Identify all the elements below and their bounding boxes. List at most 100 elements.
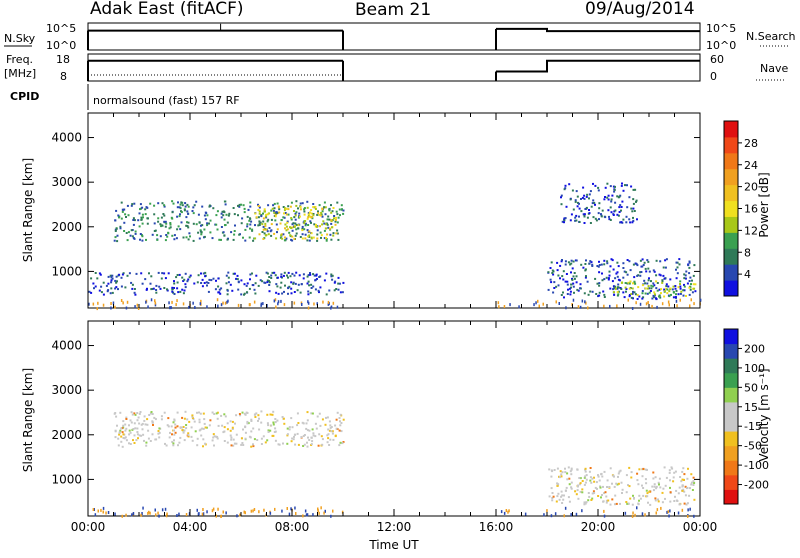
data-cell — [186, 225, 189, 227]
data-cell — [129, 419, 132, 422]
data-cell — [327, 226, 330, 229]
freq-label-line1: Freq. — [6, 53, 33, 66]
data-cell — [90, 291, 93, 294]
data-cell — [337, 282, 340, 285]
data-cell — [328, 227, 331, 230]
data-cell — [232, 207, 235, 209]
data-cell — [605, 501, 608, 504]
data-cell — [560, 196, 562, 199]
data-cell — [316, 233, 319, 236]
data-cell — [169, 223, 172, 226]
data-cell — [325, 239, 328, 242]
data-cell — [115, 209, 118, 212]
data-cell — [144, 208, 147, 211]
data-cell — [607, 499, 610, 502]
data-cell — [612, 285, 615, 288]
data-cell — [188, 305, 190, 309]
data-cell — [295, 223, 298, 226]
data-cell — [566, 283, 569, 286]
data-cell — [154, 301, 157, 305]
data-cell — [642, 494, 645, 497]
data-cell — [325, 227, 328, 230]
data-cell — [660, 288, 663, 291]
data-cell — [564, 471, 567, 474]
data-cell — [688, 280, 691, 282]
data-cell — [603, 296, 606, 298]
data-cell — [312, 432, 315, 435]
data-cell — [145, 206, 148, 209]
data-cell — [303, 210, 306, 213]
data-cell — [584, 481, 587, 484]
data-cell — [509, 303, 511, 307]
data-cell — [260, 215, 263, 218]
data-cell — [204, 275, 207, 278]
data-cell — [560, 473, 563, 476]
data-cell — [264, 215, 267, 218]
data-cell — [590, 481, 593, 484]
data-cell — [111, 291, 114, 294]
data-cell — [279, 286, 282, 289]
data-cell — [246, 291, 248, 294]
data-cell — [656, 305, 658, 309]
data-cell — [216, 437, 219, 440]
data-cell — [129, 234, 132, 237]
data-cell — [584, 208, 587, 210]
data-cell — [175, 237, 178, 240]
data-cell — [329, 438, 332, 441]
data-cell — [614, 503, 616, 506]
data-cell — [614, 494, 617, 497]
data-cell — [274, 274, 277, 277]
data-cell — [570, 513, 572, 517]
data-cell — [677, 286, 680, 289]
data-cell — [135, 439, 138, 442]
data-cell — [202, 438, 205, 441]
data-cell — [685, 295, 687, 297]
data-cell — [641, 290, 644, 292]
data-cell — [657, 481, 660, 484]
data-cell — [287, 286, 290, 289]
data-cell — [329, 233, 332, 236]
data-cell — [278, 443, 281, 446]
data-cell — [689, 304, 691, 308]
data-cell — [625, 491, 628, 494]
data-cell — [508, 509, 510, 513]
data-cell — [251, 284, 254, 286]
data-cell — [594, 486, 597, 489]
data-cell — [662, 487, 665, 490]
data-cell — [247, 208, 250, 211]
data-cell — [140, 234, 143, 236]
data-cell — [141, 422, 144, 425]
data-cell — [336, 229, 339, 232]
data-cell — [579, 287, 582, 290]
data-cell — [606, 196, 609, 199]
data-cell — [647, 501, 649, 504]
data-cell — [238, 413, 241, 415]
data-cell — [335, 216, 337, 219]
data-cell — [132, 223, 135, 226]
data-cell — [334, 223, 337, 226]
data-cell — [222, 214, 225, 217]
data-cell — [660, 506, 662, 510]
data-cell — [291, 426, 294, 429]
y-tick-label: 1000 — [51, 472, 82, 486]
data-cell — [547, 271, 550, 274]
data-cell — [141, 235, 144, 238]
data-cell — [110, 281, 113, 284]
data-cell — [158, 431, 161, 434]
data-cell — [336, 305, 339, 309]
data-cell — [616, 304, 618, 308]
data-cell — [557, 274, 560, 277]
data-cell — [608, 486, 611, 488]
data-cell — [313, 274, 316, 277]
data-cell — [327, 300, 330, 304]
data-cell — [318, 412, 321, 415]
data-cell — [180, 221, 183, 224]
data-cell — [595, 219, 598, 222]
data-cell — [182, 280, 185, 282]
data-cell — [117, 214, 120, 217]
data-cell — [317, 444, 320, 447]
data-cell — [221, 210, 224, 213]
data-cell — [648, 270, 651, 273]
data-cell — [183, 439, 186, 442]
data-cell — [286, 433, 289, 436]
